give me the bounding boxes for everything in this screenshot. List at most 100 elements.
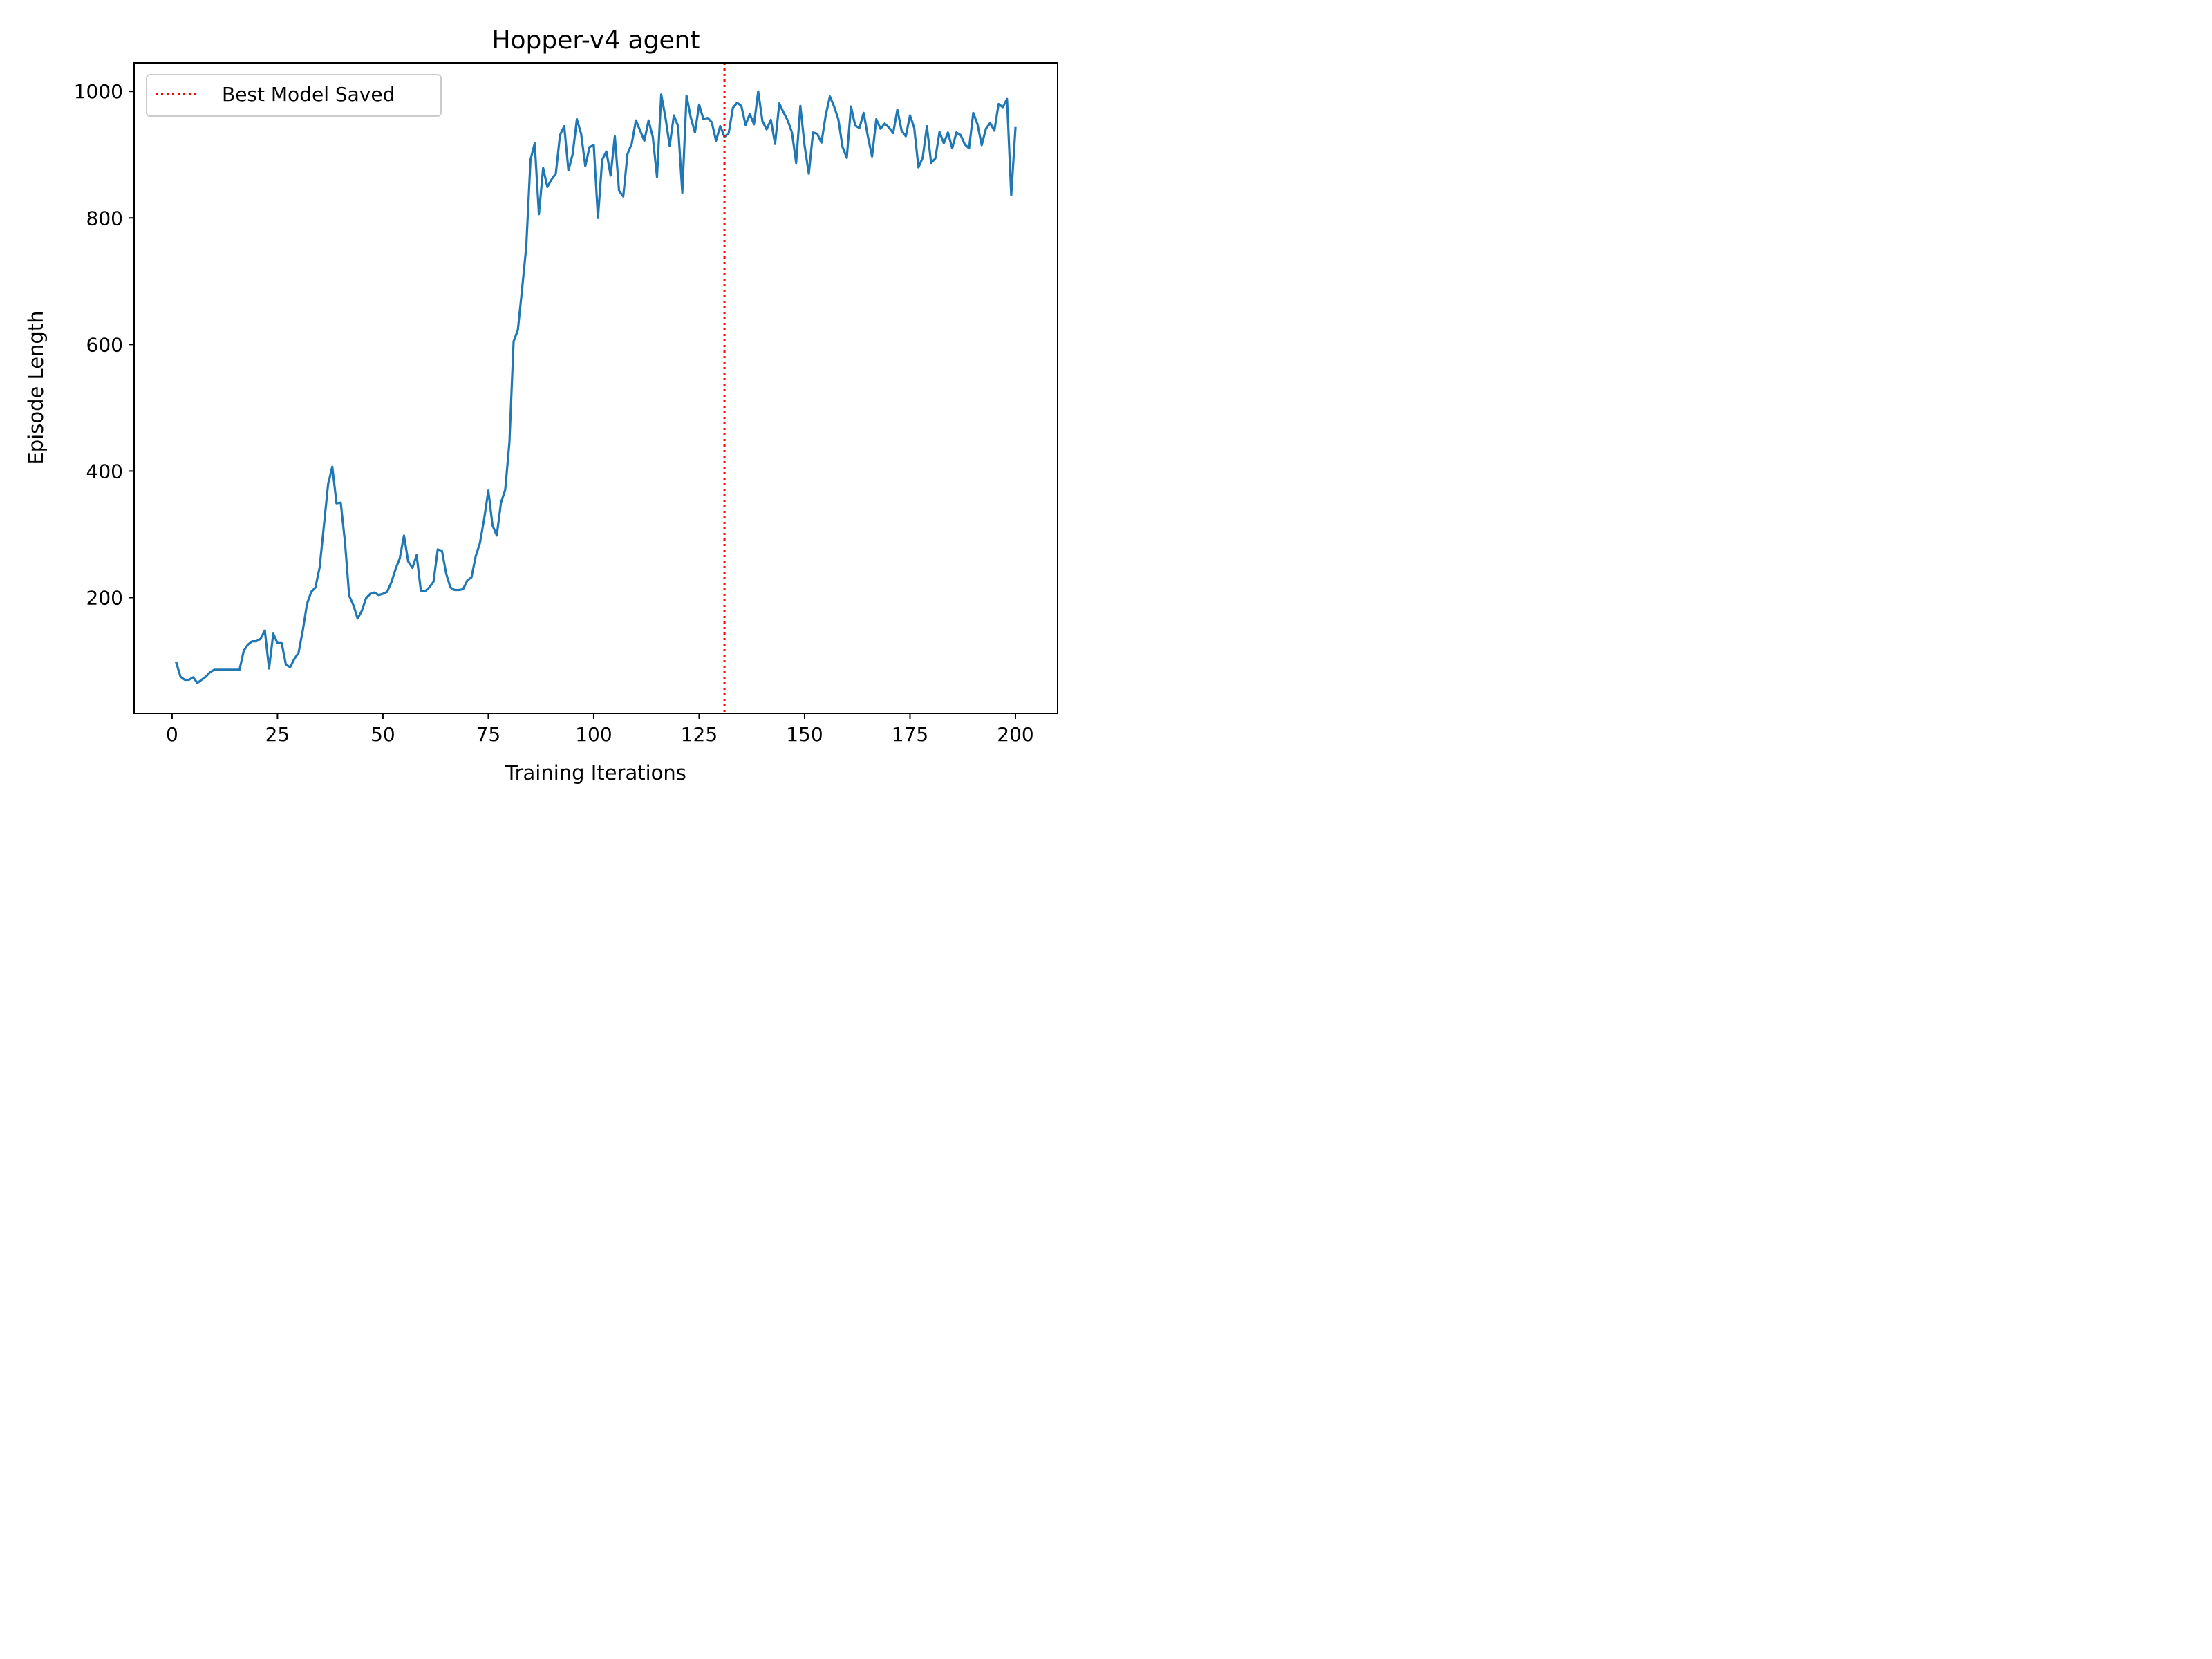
chart-title: Hopper-v4 agent [491,26,700,55]
data-point [597,217,599,219]
data-point [795,162,797,164]
data-point [782,111,785,113]
data-point [508,442,510,444]
data-point [939,131,941,133]
data-point [682,191,684,194]
data-point [943,142,945,144]
data-point [1006,98,1008,100]
data-point [538,213,540,215]
data-point [500,502,502,504]
data-point [563,125,565,127]
data-point [808,173,810,175]
data-point [496,534,498,536]
data-point [799,105,801,107]
data-point [420,590,422,592]
data-point [660,93,662,95]
data-point [513,340,515,342]
data-point [829,95,831,97]
data-point [993,129,995,131]
data-point [711,122,713,124]
data-point [972,112,974,114]
chart: 0 25 50 75 100 125 150 175 200 2004006008001000 … [0,0,1082,807]
data-point [260,637,262,639]
data-point [690,116,692,118]
data-point [892,132,894,134]
data-point [555,173,557,175]
series-line-0 [175,90,1017,684]
data-point [879,128,881,130]
data-point [391,581,393,583]
data-point [247,644,249,646]
data-point [331,466,333,468]
data-point [466,579,468,581]
data-point [361,610,363,612]
data-point [989,122,991,124]
data-point [395,568,397,570]
data-point [732,106,734,109]
data-point [306,603,308,605]
data-point [744,124,747,126]
data-point [213,668,215,671]
y-axis: 200 400 600 800 1000 [74,80,134,609]
data-point [825,114,827,116]
data-point [622,196,624,198]
data-point [369,593,371,595]
data-point [888,126,890,129]
data-point [445,572,447,574]
data-point [677,125,679,127]
data-point [845,157,847,159]
data-point [698,104,700,106]
y-axis-label: Episode Length [24,310,48,465]
x-tick-label: 175 [892,723,928,746]
data-point [407,561,409,563]
data-point [803,144,805,147]
data-point [399,557,401,559]
data-point [719,125,721,127]
data-point [353,604,355,606]
data-point [529,159,532,161]
data-point [297,652,299,654]
data-point [517,329,519,331]
data-point [441,550,443,552]
data-point [816,133,818,135]
data-point [471,577,473,579]
data-point [386,591,388,593]
data-point [766,129,768,131]
data-point [610,174,612,176]
y-tick-label: 400 [86,460,123,482]
data-point [626,153,628,155]
data-point [323,525,325,527]
plot-area [175,63,1017,713]
data-point [871,156,873,158]
data-point [656,176,658,178]
data-point [572,153,574,155]
data-point [821,142,823,144]
data-point [837,118,839,120]
data-point [230,668,232,671]
data-point [276,642,279,644]
data-point [339,502,341,504]
data-point [487,489,489,491]
data-point [664,116,666,118]
data-point [437,548,439,550]
data-point [302,630,304,632]
data-point [415,554,418,556]
data-point [348,594,350,597]
data-point [559,134,561,136]
data-point [812,131,814,133]
data-point [319,566,321,568]
legend-box [146,74,442,117]
y-tick-label: 600 [86,333,123,356]
data-point [601,159,603,161]
data-point [841,146,843,148]
data-point [959,134,962,136]
data-point [491,525,494,527]
data-point [365,597,367,599]
data-point [673,114,675,116]
data-point [218,668,220,671]
data-point [757,91,759,93]
data-point [449,586,451,588]
data-point [947,131,949,133]
data-point [787,120,789,122]
data-point [192,676,194,678]
